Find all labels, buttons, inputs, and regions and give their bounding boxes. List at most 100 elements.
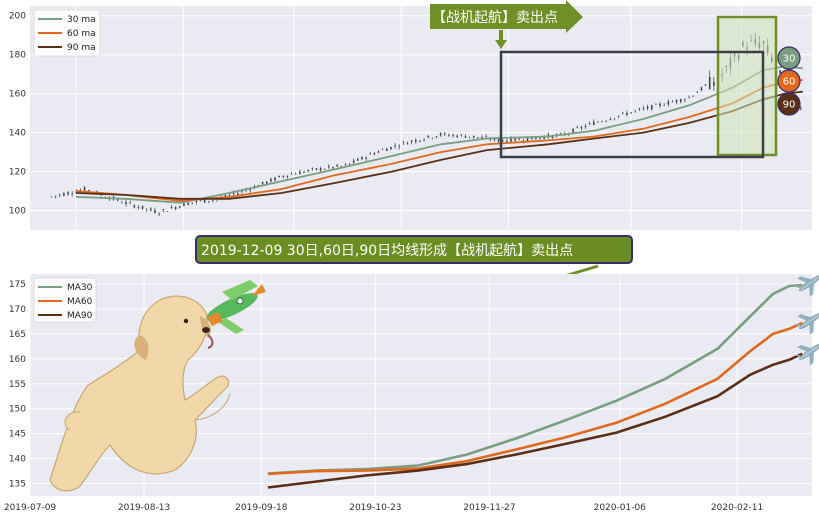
candle-body [232, 192, 235, 194]
candle-body [419, 140, 421, 142]
candle-body [713, 81, 715, 86]
candle-body [688, 97, 690, 98]
x-tick-label: 2019-10-23 [349, 503, 401, 513]
candle-body [443, 133, 446, 135]
candle-body [605, 120, 608, 122]
candle-body [299, 171, 301, 175]
x-tick-label: 2019-11-27 [463, 503, 515, 513]
legend-label-90ma: 90 ma [67, 43, 96, 53]
candle-body [344, 164, 347, 165]
y-tick-label: 155 [9, 380, 26, 390]
ma-badge-30 [777, 46, 801, 70]
candle-body [249, 188, 251, 191]
y-tick-label: 120 [9, 168, 26, 178]
candle-body [145, 208, 148, 210]
candle-body [199, 200, 202, 201]
candle-body [261, 181, 264, 184]
y-tick-label: 165 [9, 330, 26, 340]
candle-body [675, 99, 678, 103]
candle-body [410, 140, 413, 142]
candle-body [328, 166, 330, 168]
candle-body [584, 125, 587, 128]
candle-body [361, 156, 363, 160]
candle-body [83, 187, 86, 191]
ma-badge-label: 30 [783, 54, 796, 65]
ma-badge-60 [777, 69, 801, 93]
candle-body [381, 149, 384, 151]
series-line-MA90 [267, 352, 803, 489]
candle-body [133, 205, 136, 208]
candle-body [671, 101, 674, 103]
candle-body [348, 163, 351, 165]
plane-icons [795, 274, 819, 366]
candle-body [696, 92, 699, 94]
candle-body [609, 118, 612, 120]
candle-body [576, 127, 579, 128]
price-panel-y-ticks: 100 120 140 160 180 200 [9, 12, 26, 217]
toy-plane-icon [206, 280, 266, 334]
puppy-illustration [49, 295, 231, 492]
y-tick-label: 175 [9, 280, 26, 290]
candle-body [394, 145, 396, 147]
candle-body [452, 134, 454, 136]
candle-body [506, 140, 508, 142]
legend-label-ma30: MA30 [67, 283, 93, 293]
candle-body [303, 171, 305, 173]
ma-panel-y-ticks: 135 140 145 150 155 160 165 170 175 [9, 280, 26, 490]
y-tick-label: 200 [9, 12, 26, 22]
ma-panel-x-ticks: 2019-07-09 2019-08-13 2019-09-18 2019-10-23… [4, 503, 763, 513]
candle-body [601, 121, 603, 122]
candle-body [477, 137, 479, 138]
candle-body [183, 203, 185, 207]
y-tick-label: 180 [9, 51, 26, 61]
candle-body [700, 87, 703, 91]
candle-body [779, 70, 781, 73]
candle-body [228, 194, 231, 196]
candle-body [336, 164, 338, 167]
candle-body [179, 206, 181, 208]
candle-body [559, 132, 562, 134]
candle-body [638, 108, 641, 110]
candle-body [659, 103, 661, 106]
candle-body [485, 136, 487, 138]
candle-body [116, 198, 119, 201]
candle-body [125, 201, 127, 204]
candle-body [290, 173, 293, 175]
candle-body [75, 191, 78, 193]
candle-body [357, 158, 359, 161]
price-panel-background [30, 6, 812, 230]
candle-body [282, 175, 285, 177]
candle-body [613, 118, 616, 120]
candle-body [630, 112, 632, 114]
ma-badge-label: 60 [783, 77, 796, 88]
candle-body [236, 192, 239, 195]
candle-body [655, 103, 657, 105]
legend-label-60ma: 60 ma [67, 29, 96, 39]
candle-body [481, 136, 483, 139]
candle-body [439, 133, 442, 136]
candle-body [311, 168, 314, 169]
y-tick-label: 160 [9, 355, 26, 365]
sell-zone-highlight [716, 15, 778, 157]
price-legend: 30 ma 60 ma 90 ma [33, 9, 101, 57]
candle-body [398, 146, 401, 148]
candle-body [522, 140, 525, 142]
series-line-MA60 [267, 321, 803, 476]
ma-panel-lines [267, 283, 803, 489]
price-panel-grid [30, 6, 812, 230]
y-tick-label: 140 [9, 455, 26, 465]
sell-point-banner-text: 【战机起航】卖出点 [432, 10, 558, 26]
legend-label-ma60: MA60 [67, 297, 93, 307]
y-tick-label: 160 [9, 90, 26, 100]
candle-body [212, 200, 214, 201]
candle-body [468, 136, 471, 138]
y-tick-label: 145 [9, 430, 26, 440]
candle-body [448, 135, 450, 137]
analysis-frame [499, 50, 765, 159]
x-tick-label: 2019-07-09 [4, 503, 57, 513]
y-tick-label: 100 [9, 207, 26, 217]
candle-body [572, 129, 574, 134]
airplane-icon [795, 312, 819, 335]
